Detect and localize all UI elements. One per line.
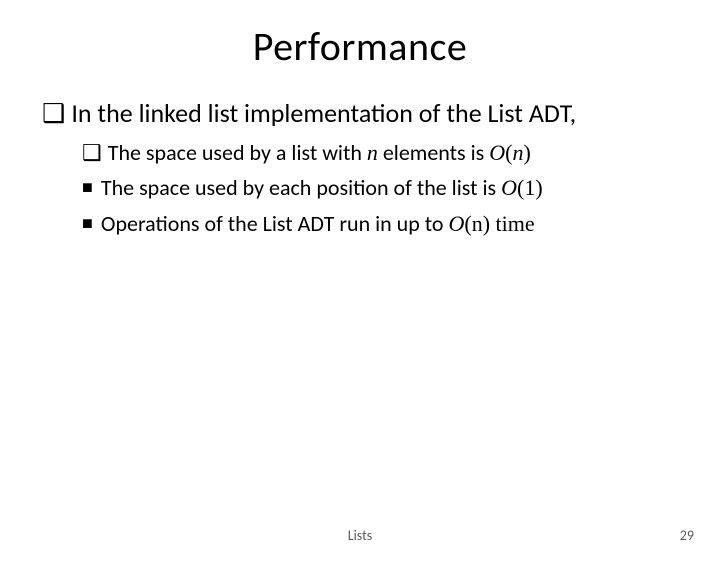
bullet-hollow-icon: ❑ bbox=[82, 139, 102, 167]
bullet-lvl2: ■ The space used by each position of the … bbox=[82, 174, 680, 202]
lvl2-text: The space used by each position of the l… bbox=[101, 174, 543, 202]
bullet-solid-icon: ■ bbox=[82, 212, 93, 235]
bullet-lvl2: ❑The space used by a list with n element… bbox=[82, 139, 680, 167]
lvl2-text: Operations of the List ADT run in up to … bbox=[101, 210, 535, 238]
page-number: 29 bbox=[680, 527, 694, 544]
slide-content: ❑ In the linked list implementation of t… bbox=[0, 99, 720, 237]
footer-label: Lists bbox=[0, 527, 720, 544]
lvl2-group: ❑The space used by a list with n element… bbox=[42, 139, 680, 238]
slide-title: Performance bbox=[0, 22, 720, 71]
lvl2-text: The space used by a list with n elements… bbox=[108, 139, 531, 167]
slide: { "title": { "text": "Performance", "fon… bbox=[0, 22, 720, 562]
bullet-hollow-icon: ❑ bbox=[42, 99, 65, 129]
bullet-lvl1: ❑ In the linked list implementation of t… bbox=[42, 99, 680, 129]
bullet-solid-icon: ■ bbox=[82, 176, 93, 199]
lvl1-text: In the linked list implementation of the… bbox=[71, 99, 576, 129]
bullet-lvl2: ■ Operations of the List ADT run in up to… bbox=[82, 210, 680, 238]
